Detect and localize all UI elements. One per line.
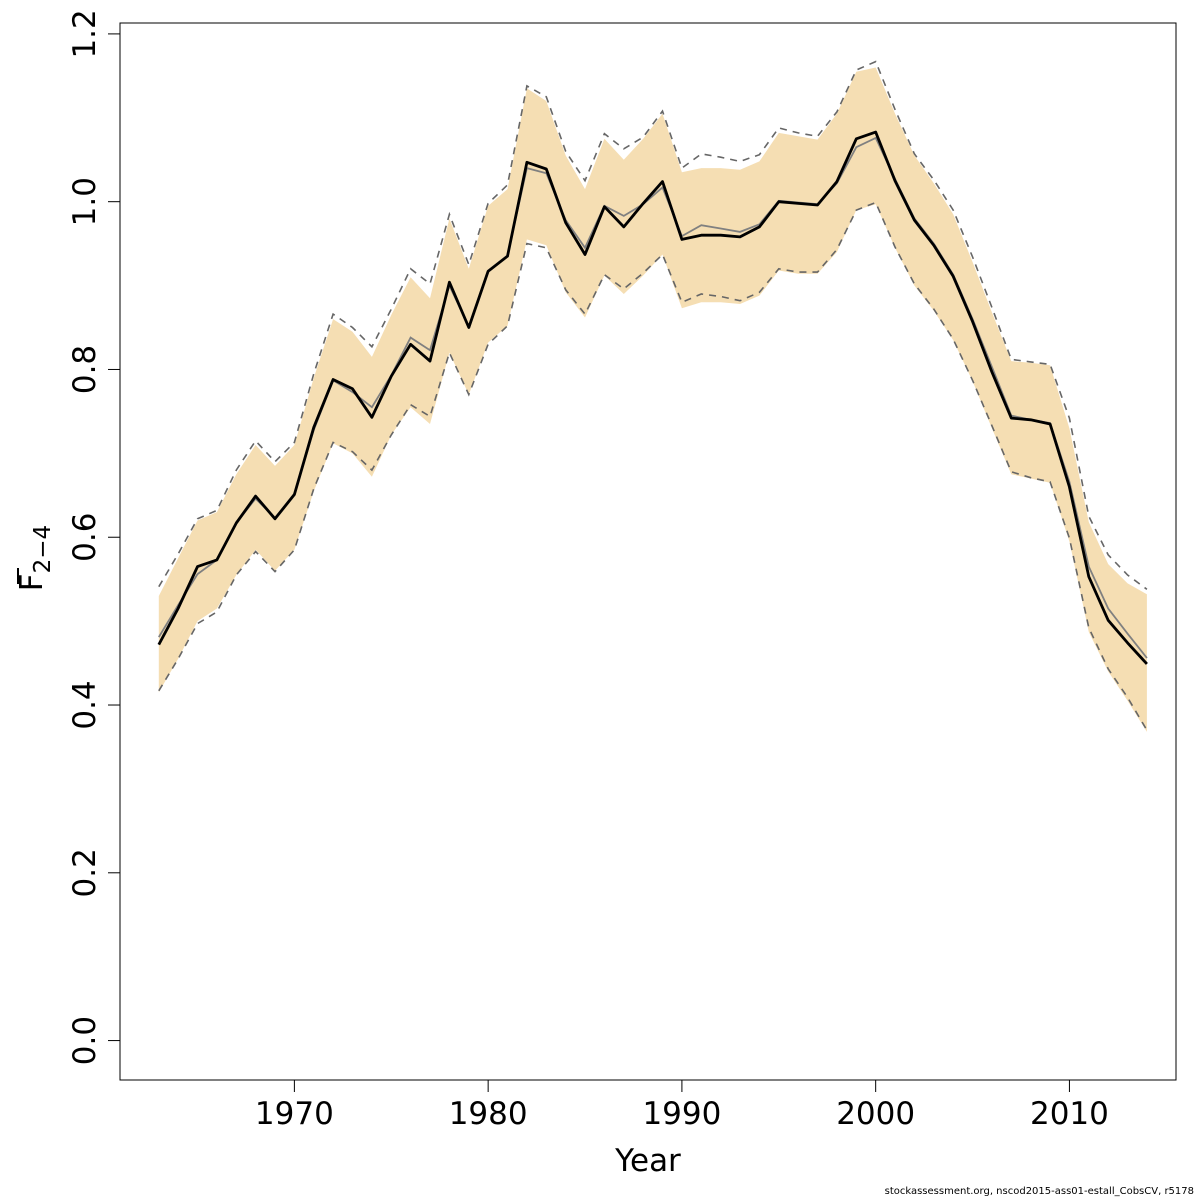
confidence-band-layer [158, 67, 1147, 732]
ci-dashed-lines-layer [158, 60, 1148, 731]
x-tick-label: 2000 [836, 1096, 915, 1132]
x-axis-title: Year [614, 1143, 681, 1179]
x-axis: 1970 1980 1990 2000 2010 [255, 1079, 1109, 1132]
ci-upper-dashed-line [158, 60, 1148, 590]
y-axis-title-main: F [14, 573, 50, 591]
estimate-lines-layer [157, 130, 1148, 665]
y-tick-label: 1.2 [67, 9, 103, 58]
y-tick-label: 0.2 [67, 848, 103, 897]
y-tick-label: 0.4 [67, 680, 103, 729]
y-tick-label: 0.8 [67, 345, 103, 394]
x-tick-label: 1980 [449, 1096, 528, 1132]
footer-credit: stockassessment.org, nscod2015-ass01-est… [884, 1186, 1194, 1197]
y-tick-label: 0.6 [67, 513, 103, 562]
svg-text:F2−4: F2−4 [14, 525, 56, 591]
x-tick-label: 1970 [255, 1096, 334, 1132]
x-tick-label: 1990 [642, 1096, 721, 1132]
y-tick-label: 0.0 [67, 1016, 103, 1065]
y-axis-title-sub: 2−4 [30, 525, 56, 574]
y-axis: 0.0 0.2 0.4 0.6 0.8 1.0 1.2 [67, 9, 121, 1065]
ci-lower-dashed-line [158, 201, 1148, 731]
confidence-band [158, 67, 1147, 732]
x-tick-label: 2010 [1030, 1096, 1109, 1132]
y-tick-label: 1.0 [67, 177, 103, 226]
estimate-line [157, 130, 1148, 665]
y-axis-title: F2−4 [14, 525, 56, 591]
